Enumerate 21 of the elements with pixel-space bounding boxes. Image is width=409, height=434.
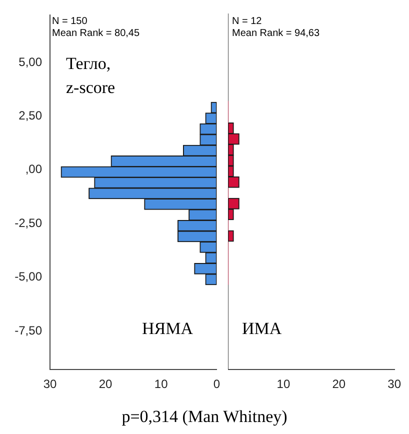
x-tick-label: 30 [388, 377, 402, 392]
annotation: Mean Rank = 80,45 [52, 28, 140, 39]
annotation: Тегло, z-score [66, 53, 116, 99]
x-tick-label: 20 [332, 377, 346, 392]
y-tick-label: -5,00 [14, 270, 42, 284]
y-tick-label: ,00 [25, 162, 42, 176]
x-tick-label: 10 [276, 377, 290, 392]
y-tick-label: 2,50 [18, 108, 42, 122]
y-tick-label: 5,00 [18, 54, 42, 69]
x-tick-label: 10 [154, 377, 168, 392]
y-tick-label: -7,50 [14, 323, 42, 338]
y-tick-label: -2,50 [14, 216, 42, 230]
x-tick-label: 20 [98, 377, 113, 392]
x-tick-label: 30 [43, 377, 57, 392]
annotation: N = 150 [52, 16, 88, 27]
x-tick-label: 0 [213, 377, 220, 392]
annotation: НЯМА [142, 318, 194, 340]
annotation: ИМА [242, 318, 282, 340]
annotation: N = 12 [232, 16, 262, 27]
text: p=0,314 (Man Whitney) [120, 406, 288, 428]
annotation: Mean Rank = 94,63 [232, 28, 320, 39]
